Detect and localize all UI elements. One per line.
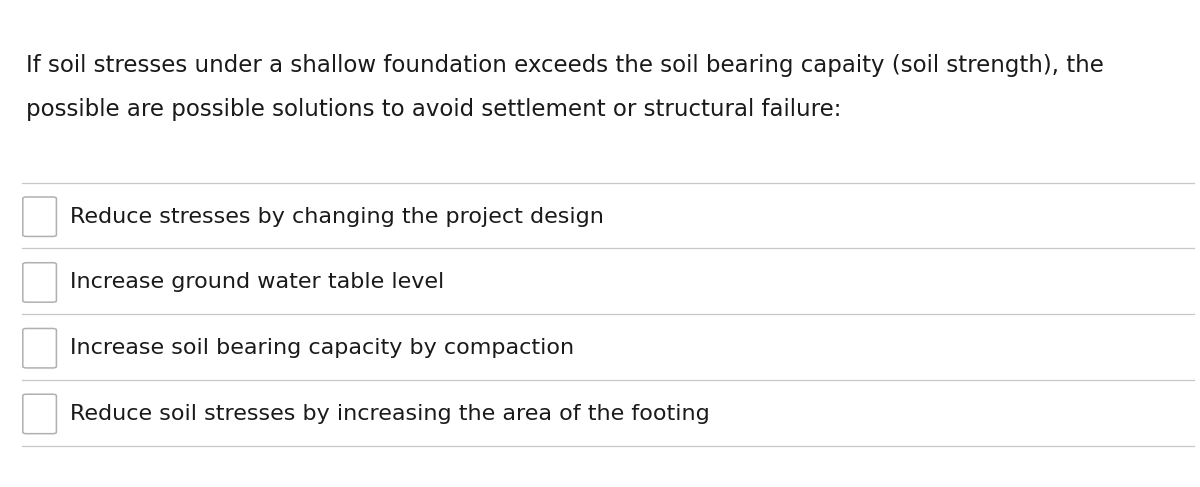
Text: Increase soil bearing capacity by compaction: Increase soil bearing capacity by compac… xyxy=(70,338,574,358)
Text: Increase ground water table level: Increase ground water table level xyxy=(70,272,444,293)
FancyBboxPatch shape xyxy=(23,328,56,368)
Text: possible are possible solutions to avoid settlement or structural failure:: possible are possible solutions to avoid… xyxy=(26,98,841,121)
Text: Reduce soil stresses by increasing the area of the footing: Reduce soil stresses by increasing the a… xyxy=(70,404,709,424)
FancyBboxPatch shape xyxy=(23,394,56,433)
Text: Reduce stresses by changing the project design: Reduce stresses by changing the project … xyxy=(70,206,604,227)
FancyBboxPatch shape xyxy=(23,197,56,236)
Text: If soil stresses under a shallow foundation exceeds the soil bearing capaity (so: If soil stresses under a shallow foundat… xyxy=(26,54,1104,77)
FancyBboxPatch shape xyxy=(23,262,56,302)
